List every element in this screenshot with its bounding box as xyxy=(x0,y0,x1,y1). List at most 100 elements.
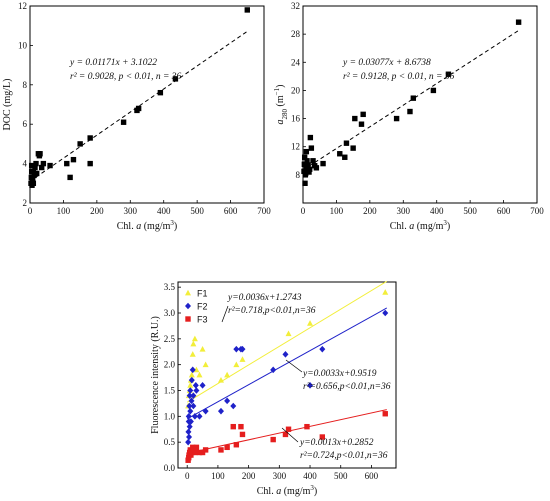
data-point xyxy=(301,154,308,160)
data-point-f2 xyxy=(190,392,197,399)
data-point-f3 xyxy=(239,431,246,438)
data-point xyxy=(360,111,366,118)
data-point-f3 xyxy=(192,449,198,456)
data-point-f2 xyxy=(187,387,194,394)
data-point-f1 xyxy=(189,351,196,357)
regression-stats: r² = 0.9028, p < 0.01, n = 36 xyxy=(70,72,182,82)
data-point xyxy=(37,151,43,157)
data-point-f3 xyxy=(304,423,310,430)
y-tick-label: 1.0 xyxy=(164,411,176,421)
y-tick-label: 2 xyxy=(23,198,28,208)
x-tick-label: 300 xyxy=(397,206,411,216)
y-tick-label: 28 xyxy=(291,29,301,39)
y-tick-label: 20 xyxy=(291,85,301,95)
y-tick-label: 32 xyxy=(291,1,300,11)
x-tick-label: 200 xyxy=(363,206,377,216)
data-point-f2 xyxy=(270,366,277,374)
legend-label-f2: F2 xyxy=(197,302,208,312)
x-tick-label: 500 xyxy=(190,206,204,216)
data-point xyxy=(39,164,45,171)
data-point-f2 xyxy=(202,407,209,415)
legend-marker-f1 xyxy=(185,289,191,296)
data-point-f2 xyxy=(199,382,206,389)
data-point xyxy=(303,165,310,171)
data-point-f2 xyxy=(185,413,192,420)
y-axis-label: DOC (mg/L) xyxy=(2,79,13,131)
data-point-f2 xyxy=(185,428,192,436)
y-axis-label: Fluorescence intensity (R.U.) xyxy=(150,316,161,434)
x-tick-label: 400 xyxy=(303,471,317,481)
x-tick-label: 300 xyxy=(273,471,287,481)
data-point-f2 xyxy=(382,309,389,317)
data-point xyxy=(308,145,315,151)
data-point xyxy=(28,162,35,169)
data-point xyxy=(301,161,308,168)
x-tick-label: 500 xyxy=(334,471,348,481)
x-tick-label: 700 xyxy=(530,206,544,216)
data-point-f2 xyxy=(188,376,195,384)
data-point-f3 xyxy=(199,449,206,456)
y-tick-label: 2.0 xyxy=(164,360,176,370)
x-tick-label: 0 xyxy=(301,206,306,216)
data-point-f1 xyxy=(285,330,292,337)
data-point-f2 xyxy=(217,407,224,415)
data-point-f2 xyxy=(185,438,192,446)
a280-chart: 0 100 200 300 400 500 600 700 8 12 16 20 24 28 32 Chl. … xyxy=(273,1,544,232)
data-point-f1 xyxy=(307,320,314,326)
data-point xyxy=(64,160,70,167)
x-tick-label: 400 xyxy=(430,206,444,216)
y-tick-label: 0.5 xyxy=(164,437,176,447)
x-tick-label: 300 xyxy=(124,206,138,216)
x-tick-label: 100 xyxy=(211,471,225,481)
data-point-f1 xyxy=(224,371,231,378)
y-axis-label: a280 (m−1) xyxy=(273,85,289,125)
data-point xyxy=(352,115,358,122)
data-point xyxy=(172,76,179,82)
data-point-f2 xyxy=(188,397,195,405)
data-point-f3 xyxy=(233,442,240,448)
equation-leader xyxy=(221,305,229,323)
data-point xyxy=(307,134,314,141)
data-point xyxy=(302,180,308,186)
data-point xyxy=(350,145,356,151)
doc-chart: 0 100 200 300 400 500 600 700 2 4 6 8 10 12 Chl. a (mg… xyxy=(2,1,271,232)
data-point-f3 xyxy=(285,426,292,432)
data-point-f3 xyxy=(230,423,236,430)
data-point-f2 xyxy=(233,345,240,353)
legend-marker-f2 xyxy=(185,302,191,310)
data-point xyxy=(393,115,400,122)
y-tick-label: 3.5 xyxy=(164,282,176,292)
data-point-f1 xyxy=(193,366,200,373)
data-point xyxy=(358,121,365,127)
data-point-f2 xyxy=(191,413,198,420)
data-point xyxy=(303,148,310,155)
data-point-f3 xyxy=(202,447,209,453)
data-point xyxy=(337,151,343,157)
data-point xyxy=(87,160,93,167)
data-point-f2 xyxy=(186,402,193,410)
data-point xyxy=(430,87,437,94)
data-point xyxy=(33,160,39,167)
data-point xyxy=(157,89,164,96)
data-point xyxy=(445,71,452,77)
y-tick-label: 24 xyxy=(291,57,301,67)
data-point xyxy=(32,164,38,171)
plot-frame xyxy=(302,5,538,204)
data-point-f2 xyxy=(190,402,197,410)
data-point xyxy=(67,174,73,181)
data-point xyxy=(306,169,312,175)
data-point-f2 xyxy=(187,407,194,415)
data-point-f2 xyxy=(307,382,314,389)
data-point-f1 xyxy=(239,356,246,362)
data-point xyxy=(342,154,348,160)
regression-equation: y = 0.03077x + 8.6738 xyxy=(342,58,431,68)
fluorescence-chart: 0 100 200 300 400 500 600 0.0 0.5 1.0 1.5 2.0 2.5 3.0… xyxy=(150,280,397,497)
data-point-f2 xyxy=(193,387,200,394)
data-point-f3 xyxy=(319,434,326,440)
data-point xyxy=(343,140,350,146)
data-point xyxy=(30,168,37,175)
data-point-f1 xyxy=(190,340,197,347)
data-point-f3 xyxy=(382,411,388,417)
data-point-f1 xyxy=(202,361,209,368)
x-tick-label: 600 xyxy=(224,206,238,216)
